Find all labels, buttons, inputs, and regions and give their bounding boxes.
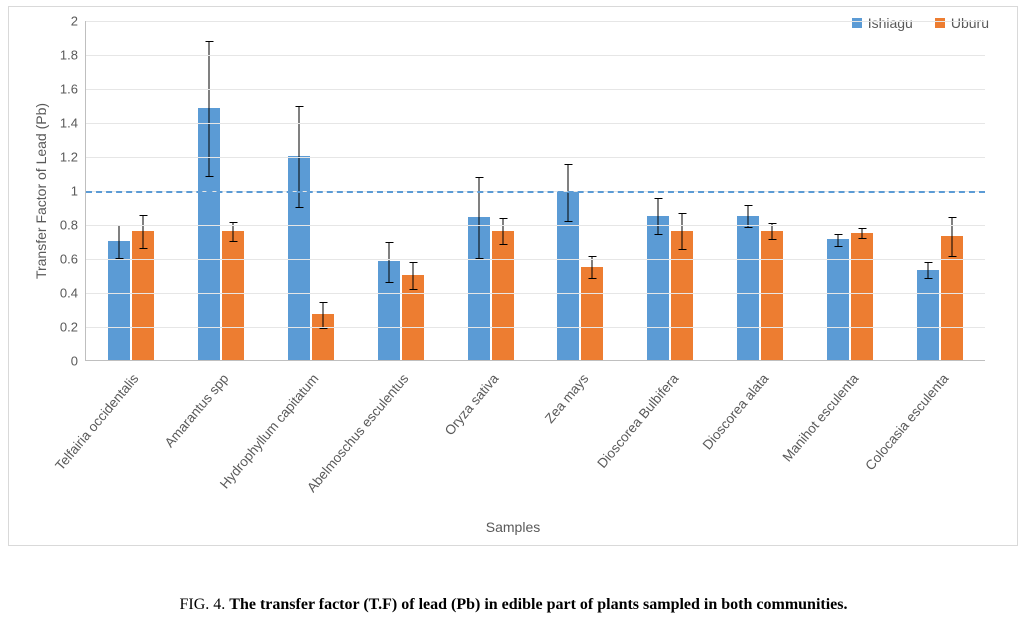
error-bar [478, 177, 479, 259]
caption-text: The transfer factor (T.F) of lead (Pb) i… [229, 596, 847, 613]
error-bar [658, 198, 659, 235]
bar [827, 239, 849, 360]
chart-box: Ishiagu Uburu Transfer Factor of Lead (P… [8, 6, 1018, 546]
error-bar [952, 217, 953, 258]
y-tick-label: 1.8 [60, 48, 86, 63]
bar [222, 231, 244, 360]
error-bar [388, 242, 389, 283]
y-tick-label: 1.2 [60, 150, 86, 165]
gridline [86, 293, 985, 294]
bar [917, 270, 939, 360]
caption-prefix: FIG. 4. [180, 596, 230, 613]
y-tick-label: 0 [71, 354, 86, 369]
gridline [86, 157, 985, 158]
gridline [86, 327, 985, 328]
category-label: Abelmoschus esculentus [355, 365, 445, 515]
error-bar [502, 218, 503, 245]
y-tick-label: 1.6 [60, 82, 86, 97]
bar [737, 216, 759, 361]
gridline [86, 259, 985, 260]
category-label: Colocasia esculenta [895, 365, 985, 515]
gridline [86, 89, 985, 90]
gridline [86, 225, 985, 226]
x-axis-title: Samples [9, 519, 1017, 535]
bar [851, 233, 873, 361]
bar [761, 231, 783, 360]
y-tick-label: 0.2 [60, 320, 86, 335]
error-bar [682, 213, 683, 250]
bar [647, 216, 669, 361]
error-bar [838, 234, 839, 248]
error-bar [322, 302, 323, 329]
category-labels: Telfairia occidentalisAmarantus sppHydro… [85, 365, 985, 515]
gridline [86, 55, 985, 56]
error-bar [412, 262, 413, 289]
error-bar [118, 225, 119, 259]
y-tick-label: 0.8 [60, 218, 86, 233]
y-axis-title: Transfer Factor of Lead (Pb) [33, 103, 49, 279]
y-tick-label: 0.6 [60, 252, 86, 267]
bar [581, 267, 603, 361]
figure-caption: FIG. 4. The transfer factor (T.F) of lea… [0, 596, 1027, 614]
y-tick-label: 1.4 [60, 116, 86, 131]
y-tick-label: 1 [71, 184, 86, 199]
y-tick-label: 2 [71, 14, 86, 29]
gridline [86, 21, 985, 22]
bar [132, 231, 154, 360]
reference-line [86, 191, 985, 193]
error-bar [928, 262, 929, 279]
figure-wrapper: Ishiagu Uburu Transfer Factor of Lead (P… [0, 0, 1027, 641]
error-bar [142, 215, 143, 249]
bar [492, 231, 514, 360]
error-bar [862, 228, 863, 238]
gridline [86, 123, 985, 124]
y-tick-label: 0.4 [60, 286, 86, 301]
plot-area: 00.20.40.60.811.21.41.61.82 [85, 21, 985, 361]
category-label: Oryza sativa [445, 365, 535, 515]
